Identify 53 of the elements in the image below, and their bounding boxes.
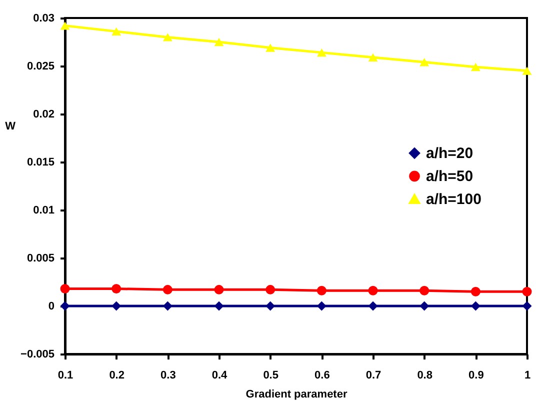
point (112, 284, 122, 294)
point (316, 301, 326, 311)
point (522, 286, 532, 296)
legend-label: a/h=20 (426, 145, 474, 162)
point (420, 286, 430, 296)
y-tick-label: −0.005 (20, 348, 54, 360)
y-tick-label: 0.03 (33, 12, 54, 24)
point (162, 284, 172, 294)
point (214, 38, 224, 46)
point (368, 301, 378, 311)
point (368, 286, 378, 296)
y-tick-label: 0 (48, 300, 54, 312)
point (162, 301, 172, 311)
x-tick-label: 0.2 (109, 370, 124, 382)
point (60, 301, 70, 311)
y-tick-label: 0.02 (33, 108, 54, 120)
point (112, 27, 122, 36)
point (522, 301, 532, 311)
point (420, 301, 430, 311)
x-tick-label: 0.8 (417, 370, 432, 382)
x-tick-label: 0.5 (263, 370, 278, 382)
point (470, 62, 480, 72)
point (316, 286, 326, 296)
point (266, 284, 276, 294)
point (214, 301, 224, 311)
point (420, 58, 430, 66)
x-tick-label: 0.7 (366, 370, 382, 382)
x-tick-label: 1 (524, 370, 531, 382)
point (162, 33, 172, 42)
point (266, 301, 276, 311)
point (266, 44, 276, 52)
point (470, 301, 480, 311)
x-tick-label: 0.4 (212, 370, 228, 382)
x-tick-label: 0.1 (58, 370, 74, 382)
y-tick-label: 0.01 (33, 204, 54, 216)
point (214, 284, 224, 294)
x-axis-title: Gradient parameter (246, 388, 348, 400)
y-axis-title: W (5, 120, 16, 132)
x-tick-label: 0.6 (314, 370, 330, 382)
point (60, 22, 70, 30)
point (316, 48, 326, 57)
x-tick-label: 0.9 (468, 370, 484, 382)
point (112, 301, 122, 311)
y-tick-label: 0.005 (26, 252, 54, 264)
point (60, 284, 70, 294)
x-tick-label: 0.3 (160, 370, 176, 382)
point (368, 53, 378, 62)
y-tick-label: 0.015 (26, 156, 54, 168)
y-tick-label: 0.025 (26, 60, 54, 72)
legend-label: a/h=50 (426, 168, 474, 186)
point (522, 66, 532, 75)
point (470, 286, 480, 296)
legend-label: a/h=100 (426, 191, 482, 208)
